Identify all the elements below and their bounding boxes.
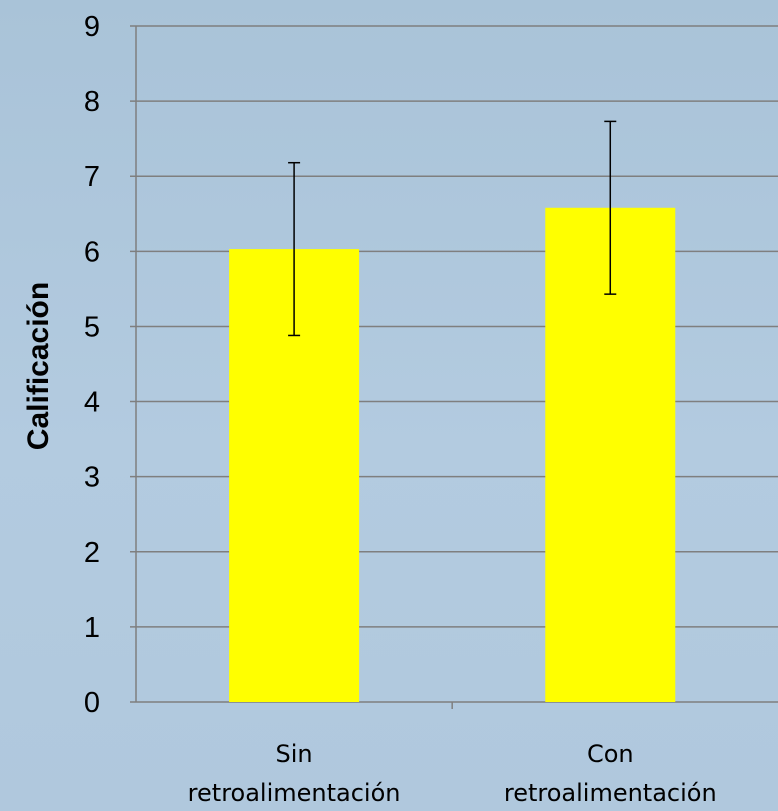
error-bars xyxy=(288,120,617,337)
x-category-label: Sin xyxy=(276,740,313,768)
y-tick-label: 4 xyxy=(84,387,100,419)
y-tick-labels: 0 1 2 3 4 5 6 7 8 9 xyxy=(84,11,100,719)
y-tick-label: 0 xyxy=(84,687,100,719)
gridlines xyxy=(130,25,778,628)
y-tick-label: 6 xyxy=(84,236,100,268)
y-tick-label: 2 xyxy=(84,537,100,569)
y-tick-label: 3 xyxy=(84,462,100,494)
y-tick-label: 7 xyxy=(84,161,100,193)
x-category-labels: Sin retroalimentación Con retroalimentación xyxy=(188,740,717,807)
y-tick-label: 9 xyxy=(84,11,100,43)
bars xyxy=(229,207,676,702)
x-category-label: Con xyxy=(587,740,634,768)
y-tick-label: 1 xyxy=(84,612,100,644)
axes xyxy=(130,26,778,709)
y-tick-label: 8 xyxy=(84,86,100,118)
x-category-label: retroalimentación xyxy=(504,779,717,807)
y-tick-label: 5 xyxy=(84,311,100,343)
y-axis-title: Calificación xyxy=(22,282,55,450)
x-category-label: retroalimentación xyxy=(188,779,401,807)
